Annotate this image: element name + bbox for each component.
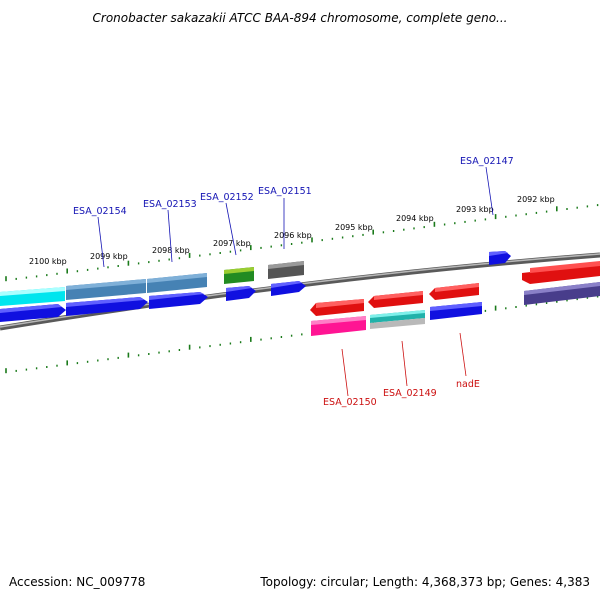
label-esa-02152[interactable]: ESA_02152 <box>200 192 254 203</box>
tick-label-2096-kbp: 2096 kbp <box>274 231 312 240</box>
tick-label-2093-kbp: 2093 kbp <box>456 205 494 214</box>
gene-esa-02147-feature[interactable] <box>489 251 511 265</box>
gene-nade-feature[interactable] <box>429 283 479 300</box>
gene-feature[interactable] <box>524 282 600 305</box>
genome-summary-text: Topology: circular; Length: 4,368,373 bp… <box>259 575 590 589</box>
gene-feature[interactable] <box>226 286 256 301</box>
label-esa-02150[interactable]: ESA_02150 <box>323 397 377 408</box>
reverse-genes <box>310 282 600 336</box>
tick-label-2099-kbp: 2099 kbp <box>90 252 128 261</box>
gene-feature[interactable] <box>311 316 366 336</box>
tick-label-2097-kbp: 2097 kbp <box>213 239 251 248</box>
tick-label-2092-kbp: 2092 kbp <box>517 195 555 204</box>
gene-feature[interactable] <box>66 297 148 316</box>
gene-esa-02152-feature[interactable] <box>224 267 254 284</box>
gene-esa-02154-feature[interactable] <box>66 279 146 300</box>
chromosome-backbone <box>0 252 600 331</box>
map-title: Cronobacter sakazakii ATCC BAA-894 chrom… <box>93 11 508 25</box>
forward-gene-labels: ESA_02154 ESA_02153 ESA_02152 ESA_02151 … <box>73 156 514 268</box>
gene-feature[interactable] <box>0 304 66 322</box>
label-esa-02151[interactable]: ESA_02151 <box>258 186 312 197</box>
gene-feature[interactable] <box>0 287 65 306</box>
gene-feature[interactable] <box>430 302 482 320</box>
reverse-gene-labels: ESA_02150 ESA_02149 nadE <box>323 332 480 408</box>
forward-genes <box>0 251 600 322</box>
label-nade[interactable]: nadE <box>456 379 480 390</box>
gene-feature[interactable] <box>522 261 600 284</box>
tick-label-2094-kbp: 2094 kbp <box>396 214 434 223</box>
gene-esa-02150-feature[interactable] <box>310 299 364 316</box>
gene-esa-02151-feature[interactable] <box>268 261 304 279</box>
tick-label-2100-kbp: 2100 kbp <box>29 257 67 266</box>
upper-tick-track <box>5 204 599 282</box>
gene-esa-02149-feature[interactable] <box>368 291 423 308</box>
gene-feature[interactable] <box>149 292 208 309</box>
tick-label-2095-kbp: 2095 kbp <box>335 223 373 232</box>
gene-esa-02153-feature[interactable] <box>147 273 207 293</box>
label-esa-02153[interactable]: ESA_02153 <box>143 199 197 210</box>
label-esa-02147[interactable]: ESA_02147 <box>460 156 514 167</box>
gene-feature[interactable] <box>370 310 425 329</box>
label-esa-02154[interactable]: ESA_02154 <box>73 206 127 217</box>
accession-text: Accession: NC_009778 <box>9 575 145 589</box>
gene-feature[interactable] <box>271 281 306 296</box>
label-esa-02149[interactable]: ESA_02149 <box>383 388 437 399</box>
